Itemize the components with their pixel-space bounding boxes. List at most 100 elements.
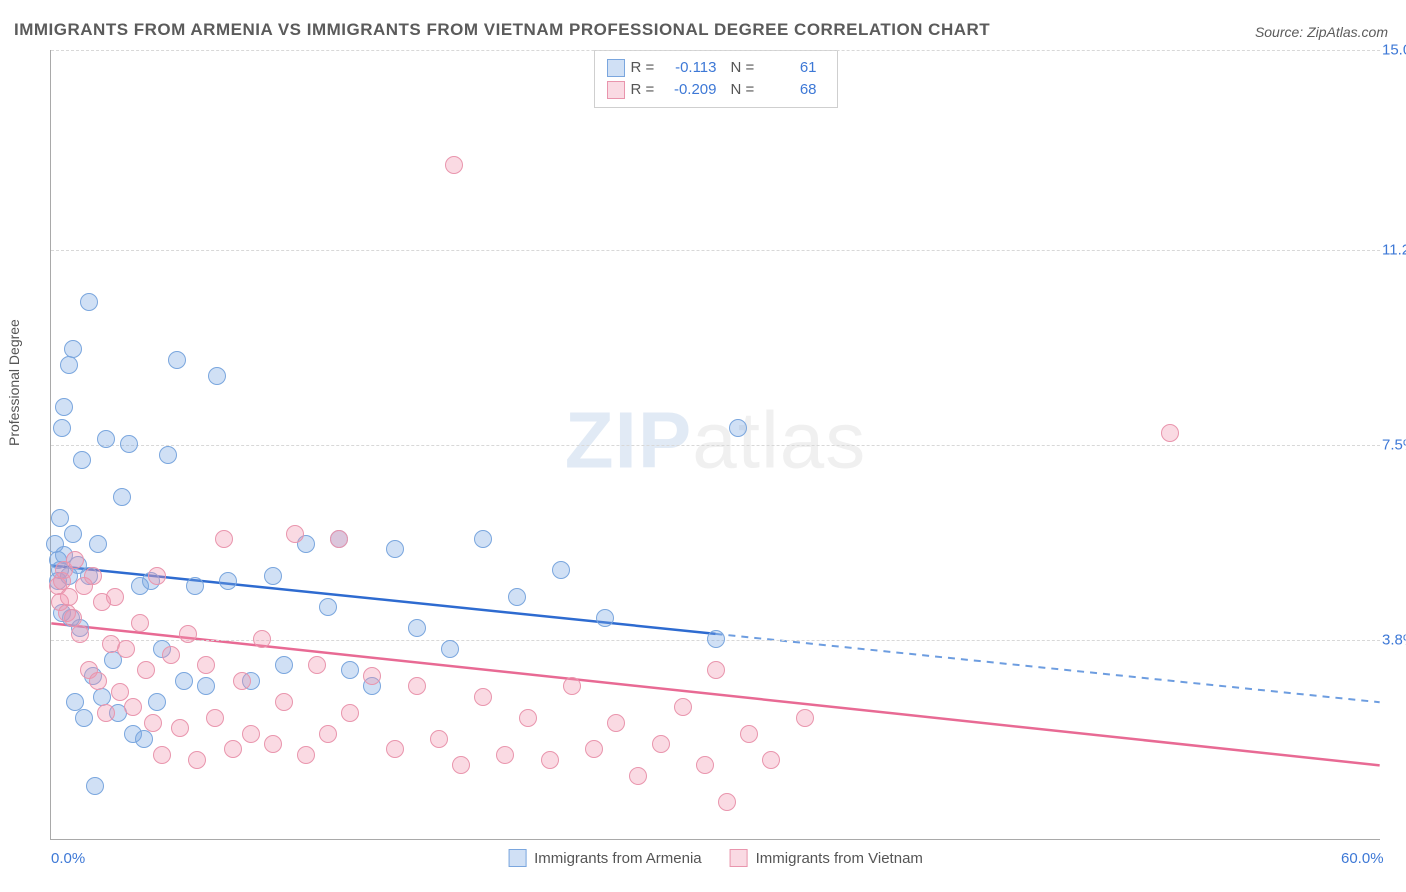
data-point: [144, 714, 162, 732]
data-point: [319, 725, 337, 743]
data-point: [441, 640, 459, 658]
data-point: [131, 614, 149, 632]
data-point: [89, 672, 107, 690]
legend-stats-row: R = -0.113 N = 61: [607, 57, 825, 79]
legend-stats-row: R = -0.209 N = 68: [607, 79, 825, 101]
data-point: [386, 540, 404, 558]
data-point: [445, 156, 463, 174]
legend-stats: R = -0.113 N = 61 R = -0.209 N = 68: [594, 50, 838, 108]
n-value: 68: [765, 79, 825, 101]
data-point: [297, 746, 315, 764]
data-point: [175, 672, 193, 690]
data-point: [186, 577, 204, 595]
data-point: [135, 730, 153, 748]
data-point: [652, 735, 670, 753]
r-value: -0.209: [665, 79, 725, 101]
data-point: [60, 356, 78, 374]
data-point: [188, 751, 206, 769]
data-point: [474, 688, 492, 706]
data-point: [97, 704, 115, 722]
data-point: [496, 746, 514, 764]
data-point: [197, 677, 215, 695]
data-point: [275, 693, 293, 711]
data-point: [319, 598, 337, 616]
data-point: [563, 677, 581, 695]
data-point: [707, 630, 725, 648]
data-point: [408, 619, 426, 637]
data-point: [585, 740, 603, 758]
data-point: [179, 625, 197, 643]
data-point: [171, 719, 189, 737]
legend-label: Immigrants from Armenia: [534, 850, 702, 867]
data-point: [80, 293, 98, 311]
data-point: [341, 704, 359, 722]
data-point: [740, 725, 758, 743]
gridline: [51, 50, 1380, 51]
r-label: R =: [631, 79, 659, 101]
data-point: [452, 756, 470, 774]
data-point: [89, 535, 107, 553]
data-point: [729, 419, 747, 437]
data-point: [508, 588, 526, 606]
data-point: [51, 509, 69, 527]
swatch-icon: [730, 849, 748, 867]
x-tick-label: 60.0%: [1341, 850, 1384, 867]
swatch-icon: [607, 81, 625, 99]
data-point: [86, 777, 104, 795]
watermark-atlas: atlas: [692, 395, 866, 484]
data-point: [153, 746, 171, 764]
data-point: [197, 656, 215, 674]
data-point: [106, 588, 124, 606]
data-point: [168, 351, 186, 369]
data-point: [215, 530, 233, 548]
data-point: [308, 656, 326, 674]
data-point: [97, 430, 115, 448]
legend-series: Immigrants from Armenia Immigrants from …: [508, 849, 923, 867]
data-point: [64, 340, 82, 358]
data-point: [53, 419, 71, 437]
y-tick-label: 15.0%: [1382, 42, 1406, 59]
data-point: [519, 709, 537, 727]
data-point: [113, 488, 131, 506]
data-point: [341, 661, 359, 679]
data-point: [148, 693, 166, 711]
data-point: [408, 677, 426, 695]
data-point: [707, 661, 725, 679]
data-point: [137, 661, 155, 679]
data-point: [71, 625, 89, 643]
data-point: [253, 630, 271, 648]
data-point: [120, 435, 138, 453]
source-label: Source: ZipAtlas.com: [1255, 24, 1388, 40]
data-point: [124, 698, 142, 716]
y-tick-label: 7.5%: [1382, 437, 1406, 454]
data-point: [696, 756, 714, 774]
chart-container: IMMIGRANTS FROM ARMENIA VS IMMIGRANTS FR…: [0, 0, 1406, 892]
data-point: [224, 740, 242, 758]
gridline: [51, 445, 1380, 446]
data-point: [117, 640, 135, 658]
watermark: ZIPatlas: [565, 394, 866, 486]
r-value: -0.113: [665, 57, 725, 79]
data-point: [363, 667, 381, 685]
data-point: [84, 567, 102, 585]
y-axis-label: Professional Degree: [6, 319, 22, 446]
data-point: [286, 525, 304, 543]
data-point: [596, 609, 614, 627]
swatch-icon: [508, 849, 526, 867]
watermark-zip: ZIP: [565, 395, 692, 484]
data-point: [75, 709, 93, 727]
data-point: [60, 588, 78, 606]
data-point: [762, 751, 780, 769]
data-point: [208, 367, 226, 385]
data-point: [718, 793, 736, 811]
data-point: [264, 735, 282, 753]
data-point: [148, 567, 166, 585]
data-point: [159, 446, 177, 464]
data-point: [674, 698, 692, 716]
plot-area: ZIPatlas R = -0.113 N = 61 R = -0.209 N …: [50, 50, 1380, 840]
x-tick-label: 0.0%: [51, 850, 85, 867]
chart-title: IMMIGRANTS FROM ARMENIA VS IMMIGRANTS FR…: [14, 20, 990, 40]
data-point: [474, 530, 492, 548]
data-point: [264, 567, 282, 585]
legend-label: Immigrants from Vietnam: [756, 850, 923, 867]
